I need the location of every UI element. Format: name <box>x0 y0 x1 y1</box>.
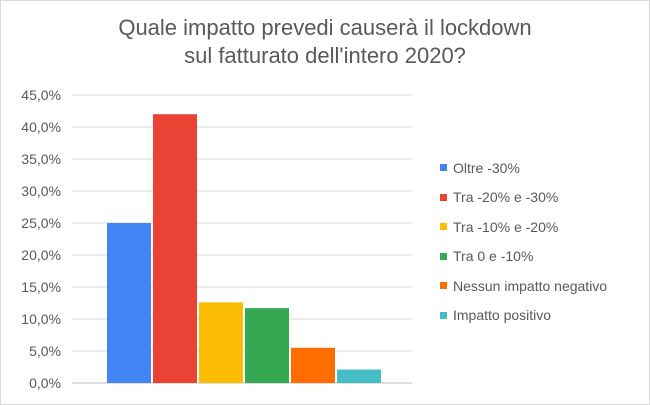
legend-label: Nessun impatto negativo <box>453 277 608 294</box>
y-tick-label: 40,0% <box>21 119 61 135</box>
y-tick-label: 5,0% <box>29 343 61 359</box>
y-tick-label: 0,0% <box>29 375 61 391</box>
bar <box>153 114 197 383</box>
legend-item: Tra -10% e -20% <box>440 212 607 242</box>
bar <box>107 223 151 383</box>
legend-item: Tra 0 e -10% <box>440 242 607 272</box>
legend-label: Oltre -30% <box>453 159 520 176</box>
legend-item: Oltre -30% <box>440 153 607 183</box>
chart-legend: Oltre -30% Tra -20% e -30% Tra -10% e -20%… <box>440 153 607 330</box>
legend-label: Tra 0 e -10% <box>453 248 534 265</box>
legend-label: Tra -10% e -20% <box>453 218 559 235</box>
legend-label: Impatto positivo <box>453 307 552 324</box>
bar <box>245 308 289 383</box>
legend-swatch <box>440 311 447 319</box>
legend-swatch <box>440 223 447 231</box>
chart-title-line-1: Quale impatto prevedi causerà il lockdow… <box>118 15 532 40</box>
legend-item: Impatto positivo <box>440 301 607 331</box>
y-tick-label: 25,0% <box>21 215 61 231</box>
legend-item: Tra -20% e -30% <box>440 183 607 213</box>
y-tick-label: 35,0% <box>21 151 61 167</box>
y-tick-label: 10,0% <box>21 311 61 327</box>
y-tick-label: 15,0% <box>21 279 61 295</box>
y-tick-label: 20,0% <box>21 247 61 263</box>
legend-swatch <box>440 252 447 260</box>
chart-title-line-2: sul fatturato dell'intero 2020? <box>184 43 466 68</box>
legend-label: Tra -20% e -30% <box>453 189 559 206</box>
bar <box>199 302 243 383</box>
bar <box>337 369 381 383</box>
legend-swatch <box>440 164 447 172</box>
y-tick-label: 45,0% <box>21 87 61 103</box>
legend-swatch <box>440 282 447 290</box>
legend-swatch <box>440 193 447 201</box>
y-tick-label: 30,0% <box>21 183 61 199</box>
chart-title: Quale impatto prevedi causerà il lockdow… <box>0 14 650 70</box>
legend-item: Nessun impatto negativo <box>440 271 607 301</box>
bar <box>291 347 335 383</box>
